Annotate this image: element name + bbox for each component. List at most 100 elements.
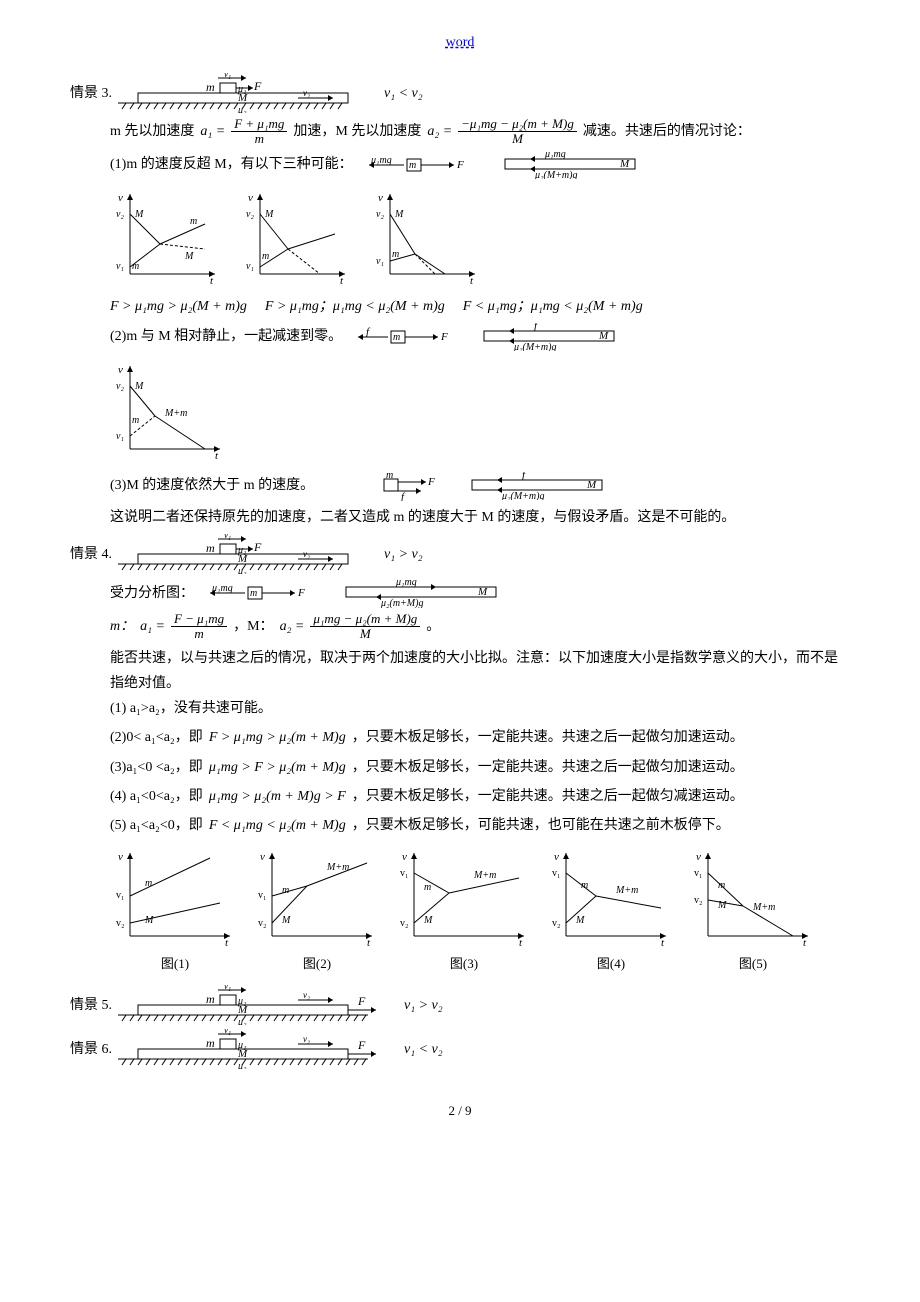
svg-text:v₂: v₂ [400, 918, 409, 929]
svg-text:m: m [206, 1036, 215, 1050]
s4-c5-cond: F < μ₁mg < μ₂(m + M)g [209, 813, 346, 838]
svg-text:t: t [367, 937, 371, 948]
scenario3-eq-line: m 先以加速度 a₁ = F + μ₁mg m 加速，M 先以加速度 a₂ = … [110, 117, 850, 147]
svg-text:M: M [144, 915, 154, 926]
s4-a1-num: F − μ₁mg [171, 612, 227, 627]
svg-text:v: v [554, 851, 559, 863]
scenario4-vcond: v₁ > v₂ [384, 542, 423, 567]
svg-text:m: m [409, 160, 416, 171]
s4-graph1: v t v₁ v₂ m M [110, 848, 240, 948]
s4-c2-pre: (2)0< a₁<a₂，即 [110, 725, 203, 750]
scenario5-label: 情景 5. [70, 993, 112, 1018]
svg-text:μ₂(m+M)g: μ₂(m+M)g [380, 598, 423, 608]
s4-case3: (3)a₁<0 <a₂，即 μ₁mg > F > μ₂(m + M)g ，只要木… [110, 755, 850, 780]
s3-fbd3-m: m F f [366, 471, 446, 501]
svg-text:M: M [281, 915, 291, 926]
scenario3-header: 情景 3. m M v₁ μ₁ F v₂ μ₂ v₁ < v₂ [70, 73, 850, 113]
svg-text:M: M [264, 209, 274, 220]
s3-fbd2-M: f μ₂(M+m)g M [464, 323, 634, 351]
scenario4-header: 情景 4. m M v₁ μ₁ F v₂ μ₂ v₁ > v₂ [70, 534, 850, 574]
svg-text:M: M [477, 586, 488, 598]
scenario4-block-diagram: m M v₁ μ₁ F v₂ μ₂ [118, 534, 378, 574]
s3-cond1: F > μ₁mg > μ₂(M + m)g [110, 294, 247, 319]
svg-text:M+m: M+m [615, 885, 638, 896]
s4-case4: (4) a₁<0<a₂，即 μ₁mg > μ₂(m + M)g > F ，只要木… [110, 784, 850, 809]
svg-text:μ₂: μ₂ [237, 1017, 247, 1025]
svg-text:m: m [262, 251, 269, 262]
s4-a2-num: μ₁mg − μ₂(m + M)g [310, 612, 420, 627]
svg-text:m: m [392, 249, 399, 260]
scenario5-header: 情景 5. m M v₁ μ₁ v₂ F μ₂ v₁ > v₂ [70, 985, 850, 1025]
svg-text:v: v [260, 851, 265, 863]
svg-text:m: m [206, 80, 215, 94]
svg-text:t: t [470, 275, 474, 284]
svg-text:F: F [253, 79, 262, 93]
svg-text:m: m [190, 216, 197, 227]
s4-cap4: 图(4) [597, 952, 625, 975]
s4-cap3: 图(3) [450, 952, 478, 975]
svg-text:v₁: v₁ [224, 534, 231, 540]
s4-c4-pre: (4) a₁<0<a₂，即 [110, 784, 203, 809]
svg-text:m: m [282, 885, 289, 896]
svg-text:v₂: v₂ [303, 1034, 310, 1044]
s4-case1: (1) a₁>a₂，没有共速可能。 [110, 696, 850, 721]
svg-text:m: m [132, 261, 139, 272]
svg-text:t: t [225, 937, 229, 948]
svg-text:v₁: v₁ [224, 1029, 231, 1035]
svg-text:F: F [297, 587, 305, 599]
s4-c5-post: ，只要木板足够长，可能共速，也可能在共速之前木板停下。 [352, 813, 730, 838]
s3-case3-row: (3)M 的速度依然大于 m 的速度。 m F f f μ₂(M+m)g M [110, 471, 850, 501]
svg-text:v₂: v₂ [116, 918, 125, 929]
svg-text:v: v [118, 364, 123, 376]
s4-c4-post: ，只要木板足够长，一定能共速。共速之后一起做匀减速运动。 [352, 784, 744, 809]
s4-c2-cond: F > μ₁mg > μ₂(m + M)g [209, 725, 346, 750]
svg-text:v₂: v₂ [552, 918, 561, 929]
s3-fbd-m: μ₁mg m F [359, 154, 479, 176]
page-footer: 2 / 9 [70, 1099, 850, 1122]
svg-text:μ₁mg: μ₁mg [395, 578, 417, 588]
s4-eq-row: m： a₁ = F − μ₁mg m ，M： a₂ = μ₁mg − μ₂(m … [110, 612, 850, 642]
s3-a1-num: F + μ₁mg [231, 117, 287, 132]
svg-text:m: m [386, 471, 393, 481]
svg-text:M: M [575, 915, 585, 926]
svg-text:v₂: v₂ [376, 209, 384, 220]
svg-text:M: M [717, 900, 727, 911]
scenario3-vcond: v₁ < v₂ [384, 81, 423, 106]
svg-text:M: M [394, 209, 404, 220]
scenario3-label: 情景 3. [70, 81, 112, 106]
s4-a1-frac: F − μ₁mg m [171, 612, 227, 642]
s4-c3-pre: (3)a₁<0 <a₂，即 [110, 755, 203, 780]
s3-case2-graph: v t v₂ v₁ M m M+m [110, 361, 850, 461]
svg-text:μ₁mg: μ₁mg [544, 151, 566, 160]
svg-text:v₁: v₁ [694, 868, 703, 879]
svg-text:M+m: M+m [326, 862, 349, 873]
svg-text:M: M [134, 381, 144, 392]
svg-text:v₂: v₂ [303, 990, 310, 1000]
s4-graph3: v t v₁ v₂ m M M+m [394, 848, 534, 948]
s4-graphs: v t v₁ v₂ m M 图(1) v t v₁ v₂ m M M+m 图(2… [110, 848, 850, 975]
scenario5-block-diagram: m M v₁ μ₁ v₂ F μ₂ [118, 985, 398, 1025]
s4-c5-pre: (5) a₁<a₂<0，即 [110, 813, 203, 838]
svg-text:v₁: v₁ [552, 868, 561, 879]
svg-text:f: f [401, 491, 406, 501]
svg-text:μ₁: μ₁ [237, 545, 247, 556]
s4-cap2: 图(2) [303, 952, 331, 975]
svg-text:F: F [357, 1038, 366, 1052]
svg-text:v: v [118, 192, 123, 204]
s3-case3-conclusion: 这说明二者还保持原先的加速度，二者又造成 m 的速度大于 M 的速度，与假设矛盾… [110, 505, 850, 530]
s4-fbd-row: 受力分析图： μ₁mg m F μ₁mg μ₂(m+M)g M [110, 578, 850, 608]
svg-text:m: m [132, 415, 139, 426]
header-link: word [70, 30, 850, 55]
svg-text:v₂: v₂ [694, 895, 703, 906]
s4-c2-post: ，只要木板足够长，一定能共速。共速之后一起做匀加速运动。 [352, 725, 744, 750]
svg-text:M: M [423, 915, 433, 926]
scenario5-vcond: v₁ > v₂ [404, 993, 443, 1018]
s3-a2-frac: −μ₁mg − μ₂(m + M)g M [458, 117, 577, 147]
s4-post: 。 [426, 614, 440, 639]
s3-graph1: v t v₂ v₁ M m m M [110, 189, 220, 284]
s4-mid: ，M： [233, 614, 273, 639]
svg-text:μ₂(M+m)g: μ₂(M+m)g [513, 342, 556, 351]
svg-text:v₁: v₁ [400, 868, 409, 879]
svg-text:μ₁mg: μ₁mg [211, 583, 233, 594]
s3-fbd-M: μ₁mg μ₂(M+m)g M [485, 151, 655, 179]
